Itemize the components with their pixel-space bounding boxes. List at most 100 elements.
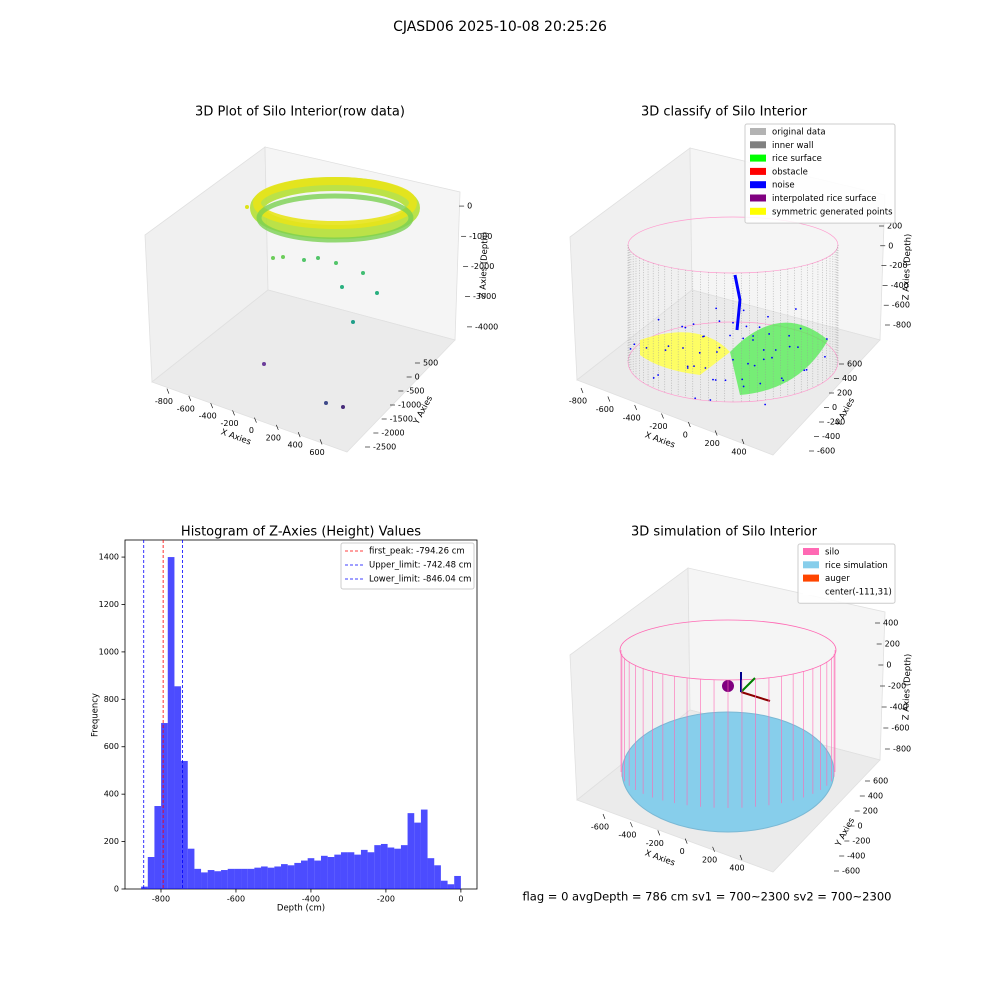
x-tick-label: 0 [680, 847, 685, 856]
noise-point [782, 379, 785, 382]
noise-point [657, 318, 660, 321]
x-tick-label: -400 [302, 895, 320, 904]
x-tick-label: 200 [266, 433, 281, 442]
noise-point [742, 309, 745, 312]
y-tick-label: -400 [822, 432, 840, 441]
noise-point [715, 307, 718, 310]
y-tick-label: 200 [837, 389, 852, 398]
y-tick-label: -600 [817, 447, 835, 456]
noise-point [693, 365, 695, 368]
noise-point [714, 379, 717, 381]
hist-bar [241, 868, 248, 889]
silo-simulation [619, 619, 837, 833]
noise-point [664, 349, 667, 352]
noise-point [742, 337, 745, 340]
hist-bar [414, 822, 421, 889]
legend-label: Upper_limit: -742.48 cm [369, 561, 472, 571]
noise-point [667, 345, 670, 348]
y-tick-label: 0 [114, 885, 119, 894]
legend-swatch [803, 587, 819, 595]
y-tick-label: -200 [827, 418, 845, 427]
noise-point [788, 334, 791, 337]
z-tick-label: -600 [891, 724, 909, 733]
hist-bar [147, 856, 155, 889]
hist-bar [267, 867, 275, 889]
x-tick [297, 432, 301, 438]
y-tick-label: 400 [868, 792, 883, 801]
hist-bar [181, 760, 188, 889]
y-tick-label: -1500 [390, 415, 413, 424]
legend-swatch [803, 574, 819, 582]
x-tick-label: -800 [155, 397, 173, 406]
x-tick-label: 400 [288, 441, 303, 450]
hist-bar [427, 858, 435, 889]
x-tick-label: 400 [729, 864, 744, 873]
noise-point [686, 367, 689, 369]
noise-point [824, 355, 826, 358]
legend-box [340, 542, 475, 590]
noise-point [684, 326, 687, 329]
subplot-title: 3D simulation of Silo Interior [631, 525, 818, 540]
x-tick-label: -600 [177, 404, 195, 413]
noise-point [742, 385, 745, 388]
noise-point [767, 315, 769, 318]
z-tick-label: -1000 [469, 232, 492, 241]
legend-swatch [750, 181, 766, 189]
noise-point [774, 349, 777, 351]
legend-box [744, 123, 896, 224]
y-tick-label: 0 [832, 403, 837, 412]
x-tick [712, 846, 715, 852]
hist-bar [407, 813, 415, 889]
noise-point [698, 351, 701, 354]
noise-point [747, 362, 749, 365]
x-tick-label: -800 [152, 895, 170, 904]
legend-label: first_peak: -794.26 cm [369, 547, 465, 557]
x-tick [580, 387, 584, 394]
y-tick-label: 0 [858, 822, 863, 831]
z-tick-label: -3000 [473, 292, 496, 301]
hist-bar [347, 852, 355, 889]
z-tick-label: -800 [893, 321, 911, 330]
hist-bar [387, 847, 395, 889]
y-tick-label: -600 [842, 867, 860, 876]
y-tick-label: 400 [104, 790, 119, 799]
x-tick [739, 854, 743, 861]
noise-point [692, 323, 695, 326]
hist-bar [314, 860, 321, 889]
x-tick [188, 395, 192, 401]
y-tick-label: 600 [104, 742, 119, 751]
z-tick-label: -2000 [471, 262, 494, 271]
noise-point [645, 347, 648, 349]
noise-point [657, 374, 659, 376]
z-tick-label: -400 [891, 281, 909, 290]
y-tick-label: 600 [873, 777, 888, 786]
noise-point [686, 365, 689, 368]
silo-classified [627, 216, 839, 406]
x-tick [210, 403, 213, 409]
hist-bar [287, 865, 295, 889]
z-tick-label: 200 [887, 222, 902, 231]
legend-swatch [803, 548, 819, 555]
x-tick-label: -800 [569, 397, 587, 406]
y-tick-label: 1200 [99, 600, 119, 609]
y-tick-label: -2000 [381, 429, 404, 438]
figure-title: CJASD06 2025-10-08 20:25:26 [393, 19, 607, 35]
legend-label: rice simulation [825, 561, 888, 571]
hist-bar [434, 865, 441, 889]
hist-bar [400, 845, 408, 889]
noise-point [716, 351, 718, 353]
legend-label: noise [772, 181, 795, 191]
footer-text: flag = 0 avgDepth = 786 cm sv1 = 700~230… [523, 890, 892, 904]
hist-bar [254, 867, 262, 889]
hist-bar [454, 875, 461, 889]
y-tick-label: -200 [852, 837, 870, 846]
x-tick [602, 813, 606, 820]
noise-point [682, 347, 684, 349]
y-tick-label: 1000 [99, 647, 119, 656]
z-tick-label: 0 [886, 661, 891, 670]
x-tick-label: 200 [705, 439, 720, 448]
x-tick-label: 200 [702, 855, 717, 864]
legend-label: silo [825, 548, 839, 558]
x-tick-label: -200 [649, 422, 667, 431]
